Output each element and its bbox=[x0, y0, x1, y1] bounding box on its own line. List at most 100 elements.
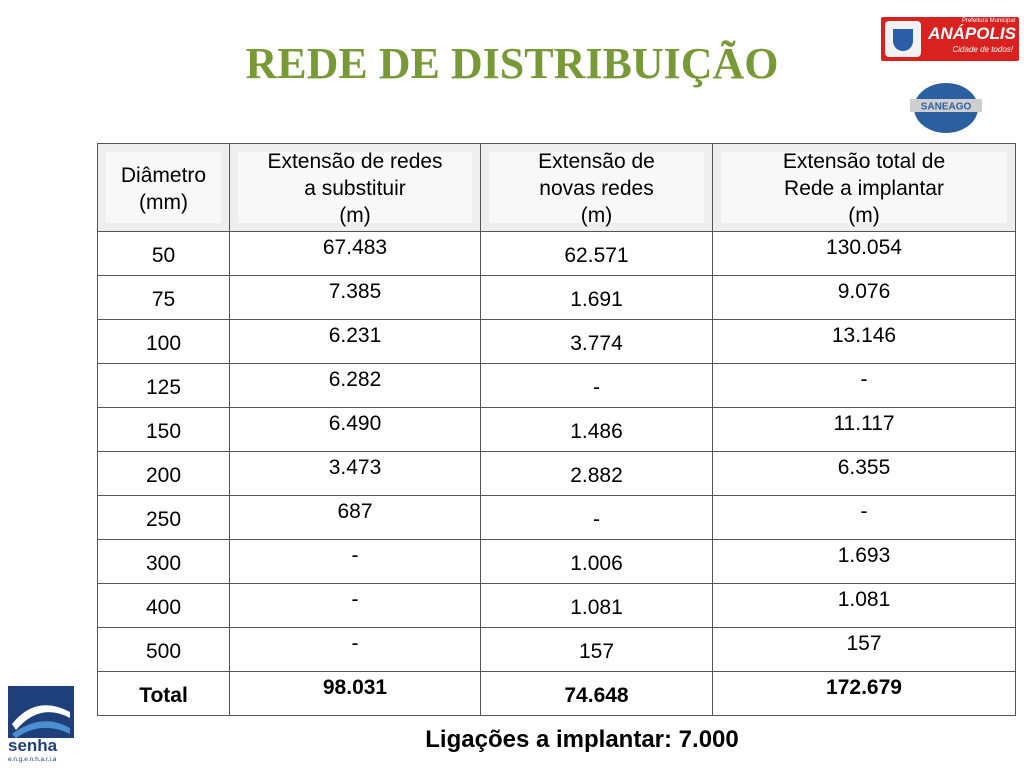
table-cell: 1.691 bbox=[480, 275, 713, 320]
table-cell: 6.490 bbox=[229, 407, 481, 452]
table-cell: 1.486 bbox=[480, 407, 713, 452]
cell-text: 1.486 bbox=[570, 420, 623, 443]
table-cell: - bbox=[229, 583, 481, 628]
table-cell: 130.054 bbox=[712, 231, 1016, 276]
header-text: Extensão total de Rede a implantar (m) bbox=[713, 144, 1015, 229]
cell-text: 100 bbox=[145, 332, 182, 355]
table-cell: 400 bbox=[97, 583, 230, 628]
table-cell: 687 bbox=[229, 495, 481, 540]
header-line: Extensão total de bbox=[782, 150, 946, 173]
cell-text: Total bbox=[139, 684, 188, 707]
table-cell: 2.882 bbox=[480, 451, 713, 496]
logo-text: e.n.g.e.n.h.a.r.i.a bbox=[8, 756, 57, 763]
cell-text: 98.031 bbox=[322, 676, 388, 699]
table-cell: - bbox=[229, 627, 481, 672]
table-cell: 1.081 bbox=[480, 583, 713, 628]
cell-text: 200 bbox=[145, 464, 182, 487]
table-cell: - bbox=[480, 495, 713, 540]
cell-text: - bbox=[351, 588, 359, 611]
cell-text: 74.648 bbox=[564, 684, 629, 707]
cell-text: 687 bbox=[337, 500, 373, 523]
header-line: Diâmetro bbox=[120, 164, 207, 187]
header-text: Extensão de novas redes (m) bbox=[481, 144, 712, 229]
cell-text: 7.385 bbox=[328, 280, 382, 303]
header-line: (m) bbox=[339, 204, 371, 227]
header-text: Extensão de redes a substituir (m) bbox=[230, 144, 480, 229]
table-cell: 250 bbox=[97, 495, 230, 540]
coat-of-arms bbox=[885, 21, 921, 57]
cell-text: 11.117 bbox=[833, 412, 895, 435]
table-cell: 98.031 bbox=[229, 671, 481, 716]
table-cell: 6.231 bbox=[229, 319, 481, 364]
header-line: novas redes bbox=[539, 177, 654, 200]
table-cell: 100 bbox=[97, 319, 230, 364]
header-line: (m) bbox=[580, 204, 613, 227]
table-cell: 200 bbox=[97, 451, 230, 496]
header-inner bbox=[106, 152, 221, 223]
cell-text: 150 bbox=[145, 420, 182, 443]
table-cell: - bbox=[480, 363, 713, 408]
cell-text: - bbox=[351, 632, 359, 655]
cell-text: 400 bbox=[145, 596, 182, 619]
header-text: Diâmetro (mm) bbox=[98, 144, 229, 216]
table-cell: 6.355 bbox=[712, 451, 1016, 496]
cell-text: 3.473 bbox=[328, 456, 382, 479]
header-inner bbox=[238, 152, 472, 223]
cell-text: 3.774 bbox=[570, 332, 623, 355]
anapolis-logo: Prefeitura Municipal ANÁPOLIS Cidade de … bbox=[881, 17, 1019, 61]
cell-text: 157 bbox=[578, 640, 615, 663]
table-cell: - bbox=[229, 539, 481, 584]
table-cell: 172.679 bbox=[712, 671, 1016, 716]
cell-text: 1.691 bbox=[570, 288, 623, 311]
cell-text: 6.355 bbox=[837, 456, 891, 479]
table-cell: 7.385 bbox=[229, 275, 481, 320]
cell-text: 300 bbox=[145, 552, 182, 575]
logo-text: SANEAGO bbox=[921, 102, 972, 113]
table-cell: 74.648 bbox=[480, 671, 713, 716]
cell-text: - bbox=[351, 544, 359, 567]
cell-text: 2.882 bbox=[570, 464, 623, 487]
table-cell: 1.081 bbox=[712, 583, 1016, 628]
cell-text: 130.054 bbox=[826, 236, 902, 259]
logo-swoosh bbox=[12, 721, 70, 738]
cell-text: 157 bbox=[846, 632, 882, 655]
slide-title: REDE DE DISTRIBUIÇÃO bbox=[245, 39, 779, 88]
cell-text: 6.490 bbox=[328, 412, 382, 435]
cell-text: - bbox=[593, 376, 600, 399]
header-line: (mm) bbox=[139, 191, 188, 214]
cell-text: 1.081 bbox=[837, 588, 891, 611]
senha-logo: senha e.n.g.e.n.h.a.r.i.a bbox=[8, 686, 74, 763]
cell-text: 500 bbox=[145, 640, 182, 663]
header-inner bbox=[721, 152, 1007, 223]
table: Diâmetro (mm) Extensão de redes a substitui… bbox=[97, 143, 1016, 716]
header-line: Rede a implantar bbox=[784, 177, 944, 200]
cell-text: 9.076 bbox=[837, 280, 891, 303]
table-cell: 50 bbox=[97, 231, 230, 276]
header-line: a substituir bbox=[304, 177, 406, 200]
cell-text: 6.231 bbox=[328, 324, 382, 347]
table-cell: - bbox=[712, 363, 1016, 408]
cell-text: 67.483 bbox=[322, 236, 388, 259]
cell-text: 50 bbox=[151, 244, 176, 267]
table-cell: 62.571 bbox=[480, 231, 713, 276]
header-line: (m) bbox=[848, 204, 880, 227]
footer-note: Ligações a implantar: 7.000 bbox=[425, 726, 739, 753]
cell-text: 6.282 bbox=[328, 368, 382, 391]
table-cell: 75 bbox=[97, 275, 230, 320]
header-cell: Diâmetro (mm) bbox=[97, 143, 230, 232]
table-cell: Total bbox=[97, 671, 230, 716]
cell-text: 1.006 bbox=[570, 552, 623, 575]
logo-band bbox=[910, 99, 982, 112]
table-cell: - bbox=[712, 495, 1016, 540]
table-cell: 1.006 bbox=[480, 539, 713, 584]
header-cell: Extensão total de Rede a implantar (m) bbox=[712, 143, 1016, 232]
table-cell: 3.774 bbox=[480, 319, 713, 364]
cell-text: 250 bbox=[145, 508, 182, 531]
cell-text: 172.679 bbox=[826, 676, 902, 699]
saneago-logo: SANEAGO bbox=[910, 83, 982, 133]
table-cell: 13.146 bbox=[712, 319, 1016, 364]
cell-text: 75 bbox=[151, 288, 176, 311]
table-cell: 125 bbox=[97, 363, 230, 408]
table-cell: 500 bbox=[97, 627, 230, 672]
table-cell: 67.483 bbox=[229, 231, 481, 276]
